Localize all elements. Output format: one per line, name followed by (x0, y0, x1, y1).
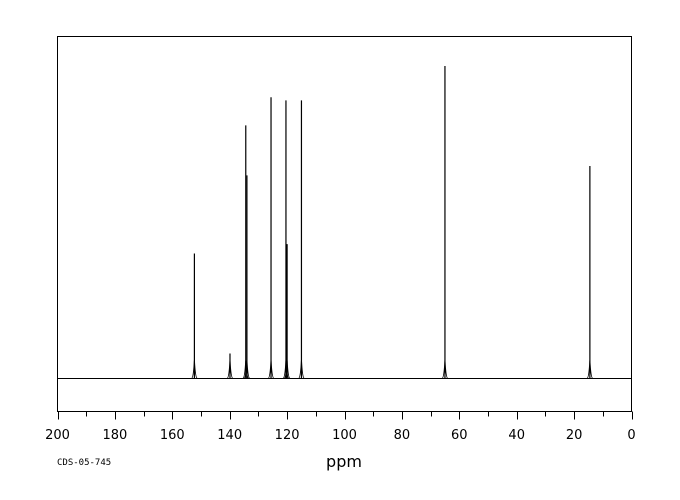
plot-frame (57, 36, 632, 412)
x-tick-label: 80 (394, 428, 411, 443)
spectrum-peak (282, 100, 290, 379)
x-tick-label: 40 (508, 428, 525, 443)
x-tick-label: 60 (451, 428, 468, 443)
spectrum-peak (243, 175, 251, 379)
spectrum-peak (226, 353, 234, 379)
x-tick-label: 120 (275, 428, 300, 443)
spectrum-peak (586, 166, 594, 379)
x-axis-label: ppm (326, 452, 362, 471)
x-tick-label: 140 (217, 428, 242, 443)
spectrum-peak (267, 97, 275, 379)
spectrum-peak (283, 244, 291, 379)
x-axis: 200 180 160 140 120 100 80 60 40 20 0 (45, 411, 636, 443)
x-tick-label: 200 (45, 428, 70, 443)
x-tick-label: 20 (566, 428, 583, 443)
x-tick-label: 160 (160, 428, 185, 443)
spectrum-peak (242, 125, 250, 379)
x-tick-label: 100 (332, 428, 357, 443)
spectrum-peak (298, 100, 305, 379)
x-tick-label: 0 (627, 428, 635, 443)
spectrum-peak (191, 253, 198, 379)
peaks-layer (191, 66, 594, 379)
x-tick-label: 180 (102, 428, 127, 443)
spectrum-peak (441, 66, 449, 379)
spectrum-code-label: CDS-05-745 (57, 458, 111, 468)
